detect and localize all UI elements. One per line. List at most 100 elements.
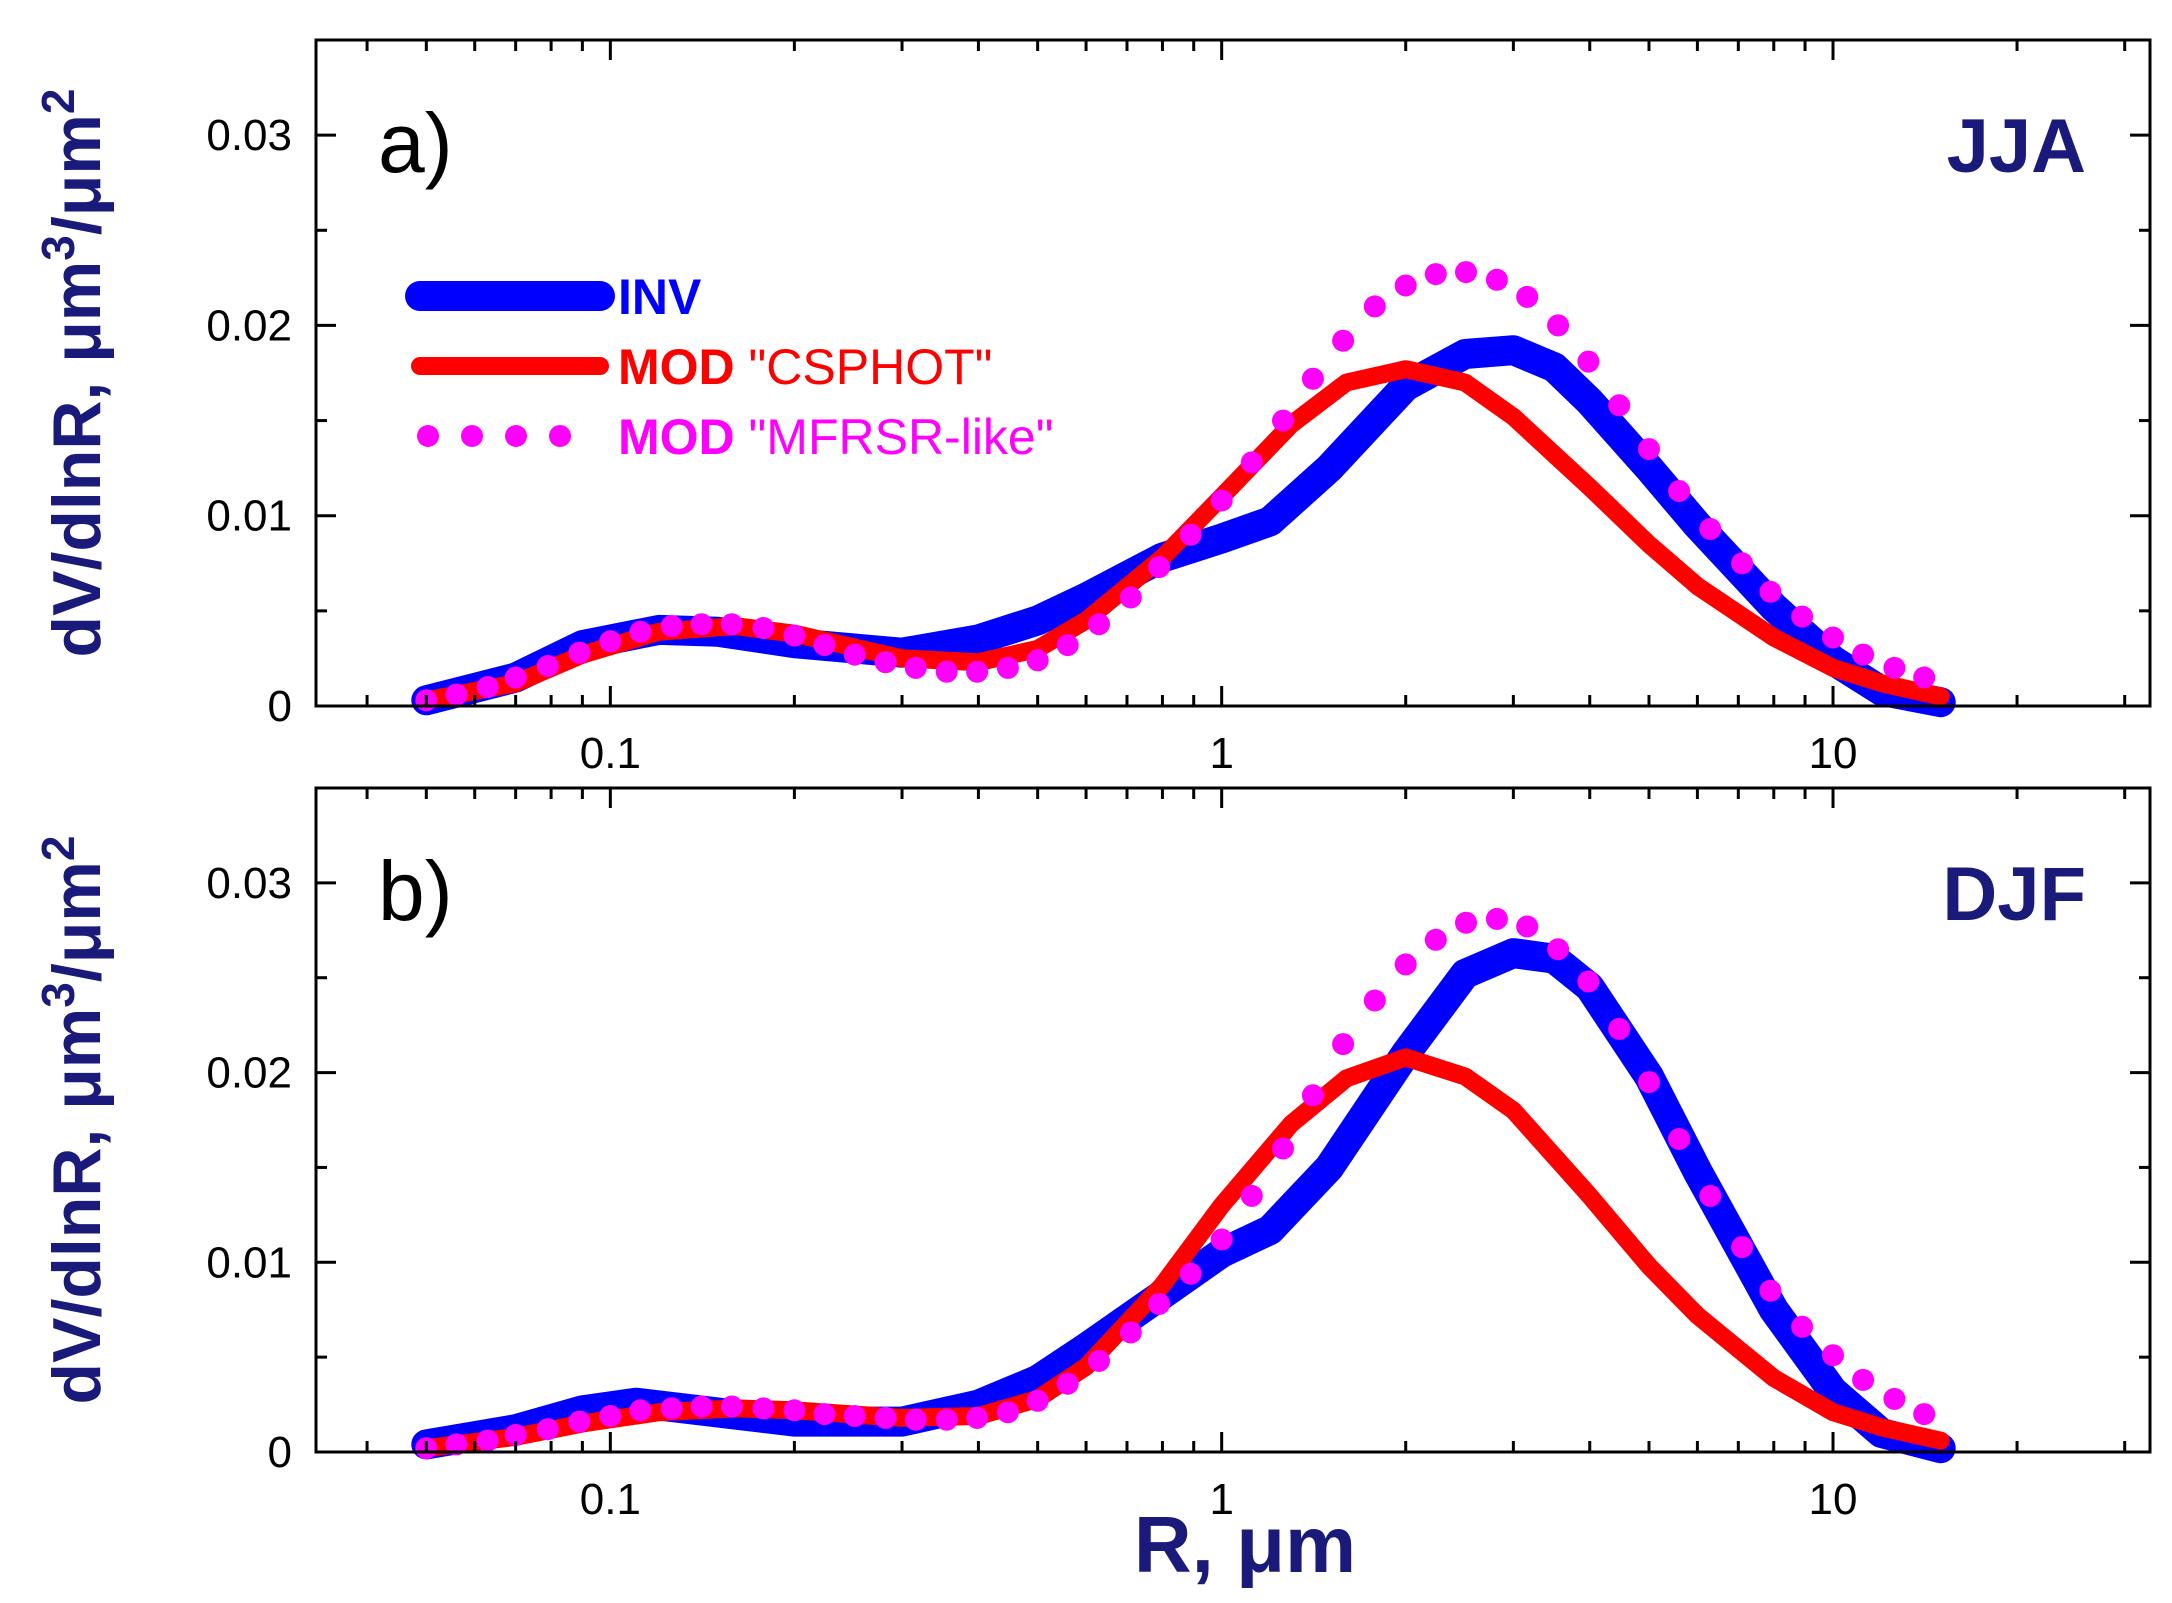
data-point [1179,1262,1202,1285]
x-tick-label: 1 [1209,729,1233,778]
y-axis-label-sup1: 3 [32,235,84,261]
panel-b: dV/dlnR, μm3/μm2 b) DJF R, μm 0.1 1 10 0 0.0… [32,786,2152,1589]
data-point [1516,285,1539,308]
x-tick-label: 0.1 [580,1475,641,1524]
y-axis-label-mid: /μm [39,114,115,235]
x-tick-label: 0.1 [580,729,641,778]
data-point [935,1408,958,1431]
legend-label-inv: INV [618,269,702,325]
series-mfrsr-like [415,907,1936,1460]
data-point [813,1403,836,1426]
data-point [1668,480,1691,502]
y-ticks [316,38,2150,708]
data-point [1119,586,1142,609]
season-label-jja: JJA [1947,104,2086,189]
x-tick-label: 1 [1209,1475,1233,1524]
data-point [1056,634,1079,657]
series-mfrsr-like [415,261,1936,712]
data-point [1822,1344,1844,1367]
data-point [1913,666,1936,689]
data-point [1547,314,1570,337]
data-point [1119,1321,1142,1344]
data-point [1759,580,1782,603]
y-axis-label-main: dV/dlnR, μm [39,261,115,658]
data-point [1822,626,1844,649]
data-point [1791,1315,1814,1338]
data-point [1394,274,1417,297]
y-tick-label: 0.03 [206,111,292,160]
legend-label-csphot: MOD "CSPHOT" [618,339,992,395]
panel-label-a: a) [378,96,453,190]
panel-a: dV/dlnR, μm3/μm2 a) JJA 0.1 1 10 0 0.01 0.02 0… [32,38,2152,778]
data-point [783,624,806,647]
data-point [1056,1372,1079,1395]
x-tick-label: 10 [1809,729,1858,778]
data-point [1363,989,1386,1012]
legend-swatch-mfrsr [417,425,571,447]
y-tick-label: 0.01 [206,492,292,541]
svg-text:dV/dlnR, μm3/μm2: dV/dlnR, μm3/μm2 [32,89,115,658]
data-point [1148,1293,1171,1315]
y-axis-label-sup2: 2 [32,836,84,862]
series-line-csphot [417,1048,1950,1458]
legend-dot [549,425,571,447]
data-point [504,666,527,689]
data-point [904,1408,927,1431]
data-point [445,683,468,706]
series-group [411,261,1956,718]
x-ticks [365,40,2127,706]
data-point [1394,953,1417,976]
data-point [1759,1279,1782,1302]
data-point [1210,1228,1233,1251]
data-point [1088,613,1110,636]
data-point [1852,643,1875,666]
y-axis-label-a: dV/dlnR, μm3/μm2 [32,89,115,658]
data-point [1272,409,1294,432]
y-tick-label: 0.02 [206,1049,292,1098]
data-point [935,660,958,683]
data-point [1852,1368,1875,1391]
legend-dot [461,425,483,447]
data-point [690,613,713,636]
data-point [1699,1184,1722,1207]
data-point [720,1395,743,1418]
data-point [568,641,591,664]
season-label-djf: DJF [1942,852,2086,937]
svg-text:dV/dlnR, μm3/μm2: dV/dlnR, μm3/μm2 [32,836,115,1405]
legend-dot [505,425,527,447]
y-tick-label: 0.03 [206,859,292,908]
data-point [1913,1403,1936,1426]
data-point [1210,489,1233,512]
data-point [1577,350,1600,373]
data-point [536,655,559,677]
data-point [720,613,743,636]
data-point [1577,970,1600,993]
y-tick-label: 0 [268,682,292,731]
data-point [752,617,775,639]
data-point [1699,518,1722,540]
data-point [904,656,927,679]
data-point [843,643,866,666]
data-point [629,1399,652,1422]
data-point [996,656,1019,679]
data-point [1332,329,1355,352]
data-point [1424,928,1447,951]
y-axis-label-b: dV/dlnR, μm3/μm2 [32,836,115,1405]
y-tick-label: 0.02 [206,301,292,350]
data-point [1424,263,1447,286]
data-point [783,1399,806,1422]
data-point [813,634,836,657]
y-tick-label: 0.01 [206,1238,292,1287]
data-point [752,1397,775,1420]
data-point [690,1395,713,1418]
x-axis-label: R, μm [1134,1500,1356,1589]
series-group [411,907,1956,1464]
legend: INV MOD "CSPHOT" MOD "MFRSR-like" [405,269,1053,465]
data-point [1485,907,1508,930]
data-point [1608,1017,1631,1040]
data-point [629,620,652,643]
plot-frame [314,786,2152,1454]
data-point [1547,938,1570,961]
data-point [1301,367,1324,390]
panel-label-b: b) [378,844,453,938]
